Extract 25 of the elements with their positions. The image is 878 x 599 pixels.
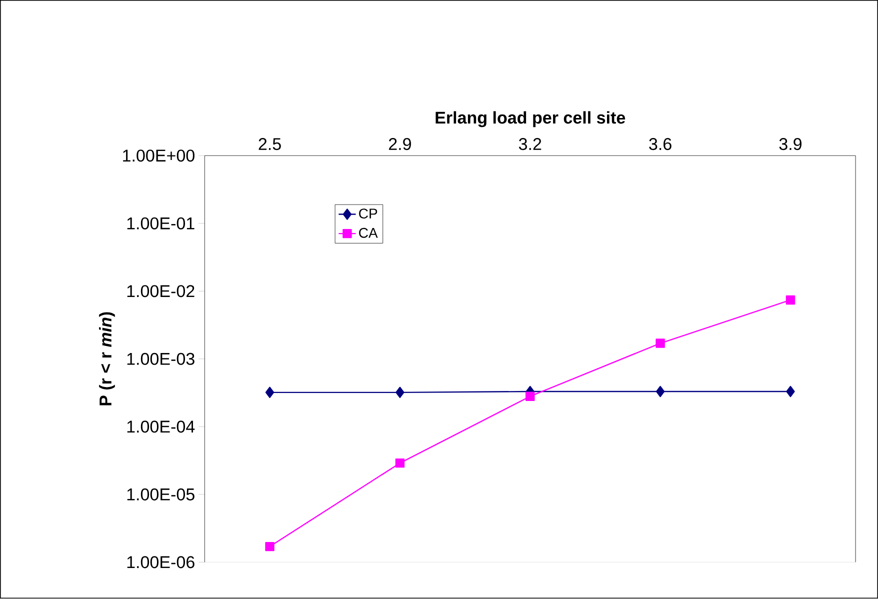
point bbox=[265, 542, 274, 552]
y-tick-label: 1.00E-02 bbox=[127, 285, 194, 298]
legend-label: CA bbox=[359, 228, 378, 238]
x-tick-label: 3.6 bbox=[649, 138, 672, 150]
x-tick-label: 2.5 bbox=[258, 138, 281, 150]
point bbox=[786, 296, 796, 305]
y-tick-label: 1.00E-05 bbox=[127, 488, 194, 501]
y-axis-title: P (r < r min) bbox=[99, 312, 115, 406]
point bbox=[656, 338, 665, 348]
point bbox=[396, 387, 404, 398]
y-tick-label: 1.00E-04 bbox=[127, 420, 195, 433]
x-tick-label: 3.2 bbox=[518, 138, 542, 150]
x-tick-label: 2.9 bbox=[388, 138, 411, 150]
point bbox=[656, 386, 665, 398]
legend-label: CP bbox=[359, 208, 378, 219]
point bbox=[526, 392, 535, 402]
point bbox=[395, 458, 405, 468]
x-axis-title: Erlang load per cell site bbox=[436, 111, 626, 128]
y-tick-label: 1.00E-01 bbox=[127, 218, 194, 230]
x-tick-label: 3.9 bbox=[779, 138, 802, 150]
y-tick-label: 1.00E+00 bbox=[123, 150, 194, 162]
point bbox=[265, 387, 274, 398]
point bbox=[786, 386, 795, 398]
y-tick-label: 1.00E-06 bbox=[127, 556, 194, 568]
y-tick-label: 1.00E-03 bbox=[127, 353, 194, 366]
